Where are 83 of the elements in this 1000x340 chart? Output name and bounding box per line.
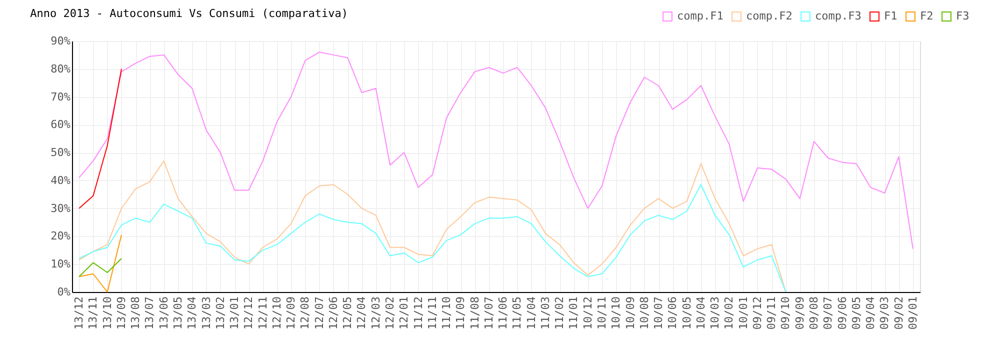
legend-label: comp.F3 <box>815 10 862 23</box>
y-tick-label: 10% <box>50 258 71 271</box>
x-tick-label: 09/09 <box>793 296 806 330</box>
x-tick-label: 11/01 <box>567 296 580 330</box>
x-tick-label: 09/10 <box>779 296 792 330</box>
x-tick-label: 13/06 <box>157 296 170 330</box>
x-tick-label: 09/05 <box>850 296 863 330</box>
x-tick-label: 10/08 <box>638 296 651 330</box>
x-tick-label: 11/06 <box>496 296 510 330</box>
x-tick-label: 12/04 <box>355 296 368 330</box>
legend-label: F3 <box>956 10 970 23</box>
x-tick-label: 10/01 <box>736 296 750 330</box>
y-tick-label: 40% <box>50 174 71 187</box>
x-tick-label: 12/06 <box>326 296 340 330</box>
x-tick-label: 11/08 <box>468 296 482 330</box>
y-tick-label: 50% <box>50 146 71 160</box>
x-tick-label: 11/11 <box>426 296 439 330</box>
line-series <box>78 160 786 292</box>
y-tick-label: 70% <box>50 90 71 104</box>
x-tick-label: 13/01 <box>228 296 242 330</box>
x-tick-label: 13/09 <box>114 296 128 330</box>
x-tick-label: 12/10 <box>270 296 284 330</box>
x-tick-label: 12/01 <box>398 296 411 330</box>
x-tick-label: 13/07 <box>143 296 156 330</box>
x-tick-label: 10/12 <box>581 296 594 330</box>
legend-label: F1 <box>884 10 898 23</box>
line-series <box>78 184 786 292</box>
y-tick-label: 90% <box>50 34 71 48</box>
x-tick-label: 11/03 <box>538 296 552 330</box>
x-tick-label: 11/02 <box>553 296 566 330</box>
x-tick-label: 10/07 <box>652 296 666 330</box>
x-tick-label: 10/09 <box>624 296 637 330</box>
chart-title: Anno 2013 - Autoconsumi Vs Consumi (comparativa) <box>30 7 348 20</box>
x-tick-label: 13/02 <box>214 296 227 330</box>
x-tick-label: 09/12 <box>750 296 764 330</box>
x-tick-label: 12/11 <box>256 296 270 330</box>
legend-label: comp.F1 <box>677 10 724 23</box>
x-tick-label: 13/10 <box>100 296 114 330</box>
x-tick-label: 09/03 <box>878 296 892 330</box>
x-tick-label: 13/11 <box>86 296 100 330</box>
x-tick-label: 12/08 <box>298 296 312 330</box>
x-tick-label: 13/05 <box>172 296 184 330</box>
x-tick-label: 11/07 <box>482 296 496 330</box>
x-tick-label: 09/06 <box>836 296 849 330</box>
x-tick-label: 13/04 <box>186 296 199 330</box>
x-tick-label: 12/07 <box>312 296 326 330</box>
x-tick-label: 10/05 <box>680 296 694 330</box>
line-series <box>78 68 122 209</box>
x-tick-label: 10/02 <box>722 296 736 330</box>
x-tick-label: 09/01 <box>906 296 920 330</box>
x-tick-label: 10/04 <box>694 296 708 330</box>
y-tick-label: 0% <box>57 286 71 298</box>
x-tick-label: 12/12 <box>242 296 256 330</box>
x-tick-label: 12/09 <box>284 296 298 330</box>
x-tick-label: 10/03 <box>708 296 722 330</box>
legend-label: F2 <box>920 10 934 23</box>
x-tick-label: 11/09 <box>454 296 468 330</box>
x-tick-label: 11/04 <box>524 296 538 330</box>
x-tick-label: 09/02 <box>892 296 906 330</box>
x-tick-label: 09/04 <box>864 296 878 330</box>
x-tick-label: 13/12 <box>72 296 86 330</box>
x-tick-label: 10/11 <box>596 296 608 330</box>
x-tick-label: 11/05 <box>510 296 524 330</box>
x-tick-label: 13/08 <box>129 296 142 330</box>
legend-label: comp.F2 <box>746 10 792 23</box>
x-tick-label: 12/05 <box>341 296 354 330</box>
x-tick-label: 10/06 <box>666 296 680 330</box>
y-tick-label: 30% <box>50 202 71 215</box>
x-tick-label: 09/07 <box>822 296 835 330</box>
x-tick-label: 09/11 <box>765 296 778 330</box>
x-tick-label: 11/12 <box>412 296 425 330</box>
x-tick-label: 11/10 <box>440 296 454 330</box>
line-series <box>78 52 914 250</box>
y-tick-label: 80% <box>50 62 71 76</box>
y-tick-label: 20% <box>50 230 71 243</box>
x-tick-label: 12/03 <box>369 296 382 330</box>
x-tick-label: 10/10 <box>610 296 623 330</box>
x-tick-label: 12/02 <box>384 296 396 330</box>
line-series <box>78 234 122 292</box>
y-tick-label: 60% <box>50 118 71 132</box>
x-tick-label: 09/08 <box>808 296 820 330</box>
x-tick-label: 13/03 <box>200 296 213 330</box>
line-series <box>78 258 122 278</box>
